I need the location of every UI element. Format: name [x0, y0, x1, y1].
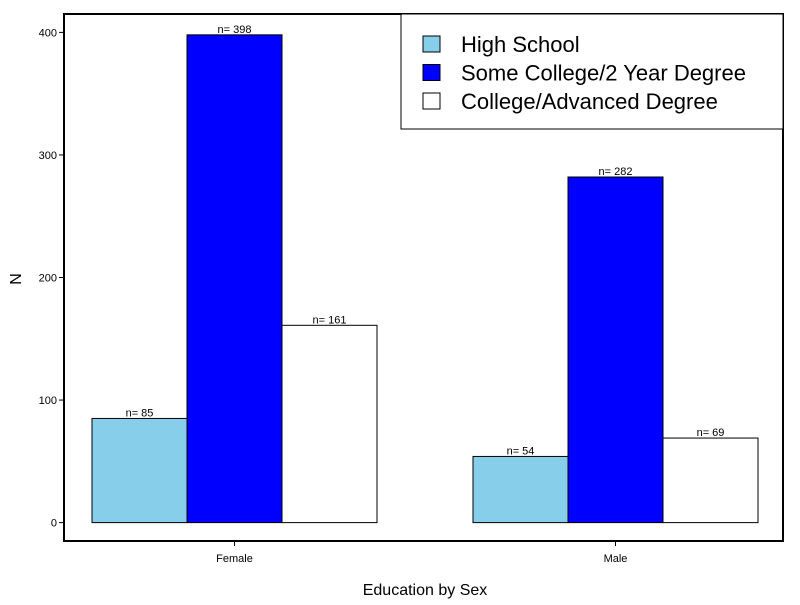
y-tick-label: 400 [39, 27, 57, 39]
bar-data-label: n= 85 [126, 407, 154, 419]
y-tick-label: 100 [39, 395, 57, 407]
bar [91, 417, 188, 524]
bar-data-label: n= 54 [507, 445, 535, 457]
bar [186, 34, 283, 524]
legend-label: College/Advanced Degree [461, 89, 718, 114]
legend-box [400, 13, 784, 130]
x-tick-label: Female [216, 553, 253, 565]
y-axis-title: N [8, 273, 25, 285]
legend-label: High School [461, 32, 580, 57]
legend-swatch [422, 92, 441, 110]
bar [472, 455, 569, 524]
bar [567, 176, 664, 524]
bar [281, 324, 378, 524]
bar [662, 437, 759, 524]
x-tick-label: Male [604, 553, 628, 565]
bar-data-label: n= 282 [599, 166, 633, 178]
bar-data-label: n= 69 [697, 427, 725, 439]
x-axis-title: Education by Sex [363, 582, 488, 599]
legend-label: Some College/2 Year Degree [461, 61, 746, 86]
plot-layer: n= 85 n= 398 n= 161 n= 54 n= 282 n= 69 0 100 200… [39, 13, 784, 565]
legend-swatch [422, 35, 441, 53]
y-tick-label: 200 [39, 273, 57, 285]
y-tick-label: 0 [51, 518, 57, 530]
bar-data-label: n= 161 [313, 314, 347, 326]
legend: High School Some College/2 Year Degree Col… [400, 13, 784, 130]
y-tick-label: 300 [39, 150, 57, 162]
legend-swatch [422, 64, 441, 81]
bar-data-label: n= 398 [218, 24, 252, 36]
